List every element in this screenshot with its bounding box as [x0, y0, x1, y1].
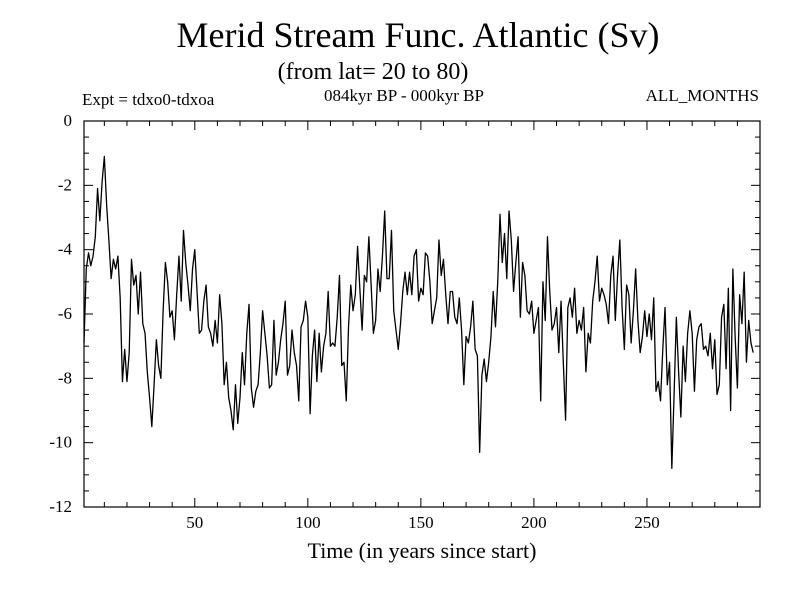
x-tick-label: 100 — [295, 513, 321, 532]
y-tick-label: 0 — [64, 111, 73, 130]
x-tick-label: 50 — [186, 513, 203, 532]
y-tick-label: -4 — [58, 240, 73, 259]
x-tick-label: 150 — [408, 513, 434, 532]
chart-title: Merid Stream Func. Atlantic (Sv) — [176, 15, 660, 55]
period-label: 084kyr BP - 000kyr BP — [324, 86, 484, 105]
y-tick-label: -10 — [49, 433, 72, 452]
plot-frame — [83, 120, 761, 508]
x-tick-label: 250 — [634, 513, 660, 532]
x-axis-label: Time (in years since start) — [307, 538, 537, 563]
tick-marks — [84, 120, 760, 508]
y-tick-label: -12 — [49, 497, 72, 516]
experiment-label: Expt = tdxo0-tdxoa — [82, 90, 215, 109]
series-line — [83, 155, 754, 470]
chart-subtitle: (from lat= 20 to 80) — [277, 59, 469, 85]
x-tick-label: 200 — [521, 513, 547, 532]
y-tick-label: -2 — [58, 175, 72, 194]
tick-labels: 50 100 150 200 250 0 -2 -4 -6 -8 -10 -12 — [49, 111, 659, 532]
y-tick-label: -8 — [58, 368, 72, 387]
y-tick-label: -6 — [58, 304, 72, 323]
months-label: ALL_MONTHS — [645, 86, 759, 105]
